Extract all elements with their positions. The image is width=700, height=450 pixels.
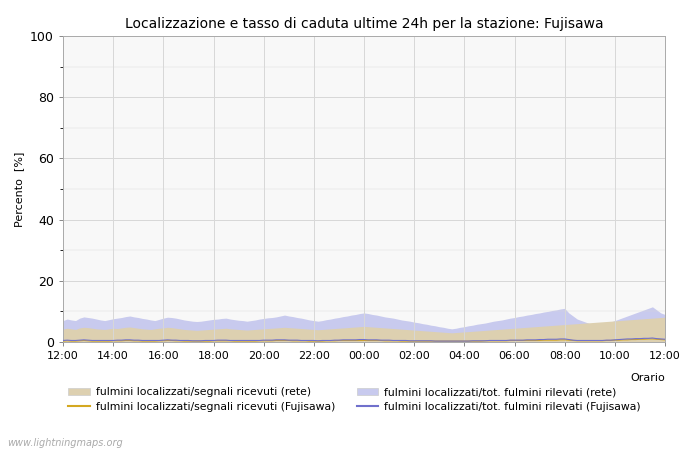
Text: www.lightningmaps.org: www.lightningmaps.org: [7, 438, 122, 448]
Y-axis label: Percento  [%]: Percento [%]: [15, 151, 24, 227]
Title: Localizzazione e tasso di caduta ultime 24h per la stazione: Fujisawa: Localizzazione e tasso di caduta ultime …: [125, 17, 603, 31]
Text: Orario: Orario: [630, 373, 665, 382]
Legend: fulmini localizzati/segnali ricevuti (rete), fulmini localizzati/segnali ricevut: fulmini localizzati/segnali ricevuti (re…: [69, 387, 641, 412]
